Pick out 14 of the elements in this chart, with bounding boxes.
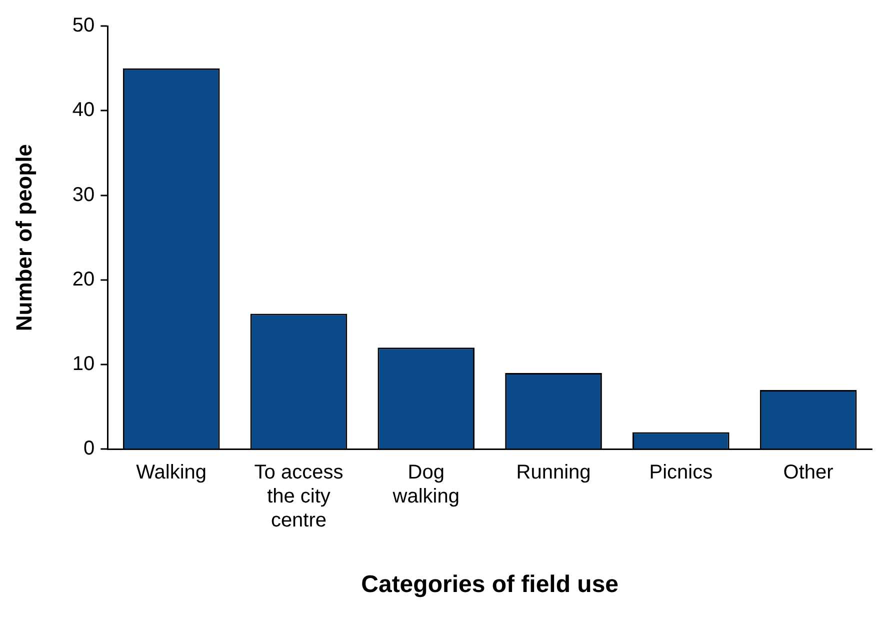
y-axis-title: Number of people [11,144,36,332]
y-tick-label: 10 [72,353,95,376]
x-tick-label: Walking [136,462,207,484]
y-tick-label: 0 [84,438,95,460]
y-tick-label: 30 [72,184,95,206]
x-tick-label: Other [783,462,834,484]
x-tick-label: Running [516,462,591,484]
x-axis-title: Categories of field use [361,571,619,598]
x-tick-label: Picnics [649,462,713,484]
y-tick-label: 40 [72,99,95,122]
x-tick-label: To access the city centre [254,462,344,532]
x-tick-label: Dog walking [392,462,460,508]
y-tick-label: 50 [72,14,95,37]
y-tick-label: 20 [72,268,95,290]
